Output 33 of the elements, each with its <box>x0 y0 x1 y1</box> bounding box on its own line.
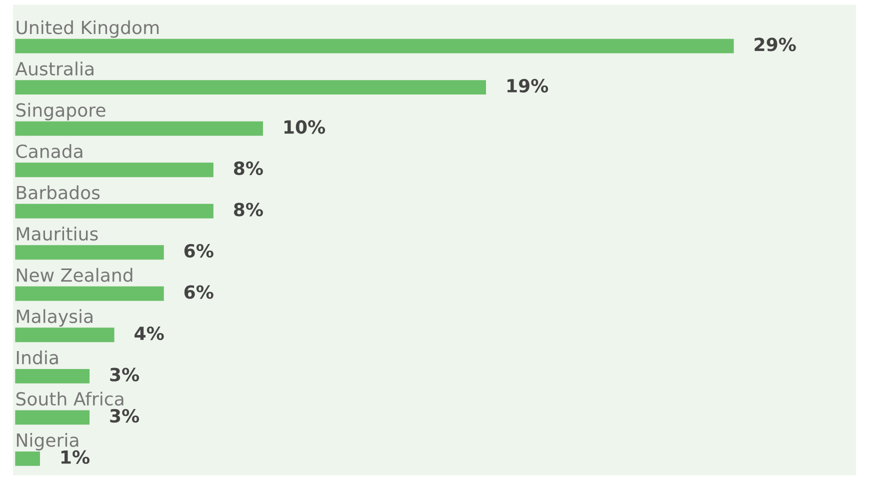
data-label: 6% <box>184 244 214 258</box>
data-label: 3% <box>110 409 140 423</box>
bar <box>15 451 40 466</box>
y-tick-label: Canada <box>16 144 82 158</box>
data-label: 10% <box>284 120 326 134</box>
data-label: 6% <box>184 285 214 299</box>
y-tick-label: Mauritius <box>16 226 98 241</box>
bar <box>15 204 214 218</box>
data-label: 19% <box>507 78 548 93</box>
bar <box>15 245 164 260</box>
bar <box>15 162 214 178</box>
data-label: 1% <box>61 450 90 464</box>
y-tick-label: Singapore <box>16 102 106 120</box>
bar <box>15 38 734 54</box>
y-tick-label: United Kingdom <box>16 20 159 38</box>
data-label: 3% <box>110 368 140 382</box>
bar <box>15 121 263 136</box>
y-tick-label: Barbados <box>16 185 100 200</box>
bar <box>15 410 90 425</box>
y-tick-label: Nigeria <box>16 432 78 450</box>
bar <box>15 368 90 384</box>
y-tick-label: Malaysia <box>16 309 92 327</box>
bar <box>15 80 486 95</box>
y-tick-label: Australia <box>15 62 94 76</box>
data-label: 4% <box>134 326 164 340</box>
bar <box>15 328 114 342</box>
bar <box>15 286 164 301</box>
data-label: 8% <box>234 161 263 176</box>
y-tick-label: India <box>16 350 58 364</box>
y-tick-label: New Zealand <box>16 268 132 282</box>
y-tick-label: South Africa <box>16 392 124 406</box>
data-label: 29% <box>754 38 796 52</box>
data-label: 8% <box>234 202 263 216</box>
